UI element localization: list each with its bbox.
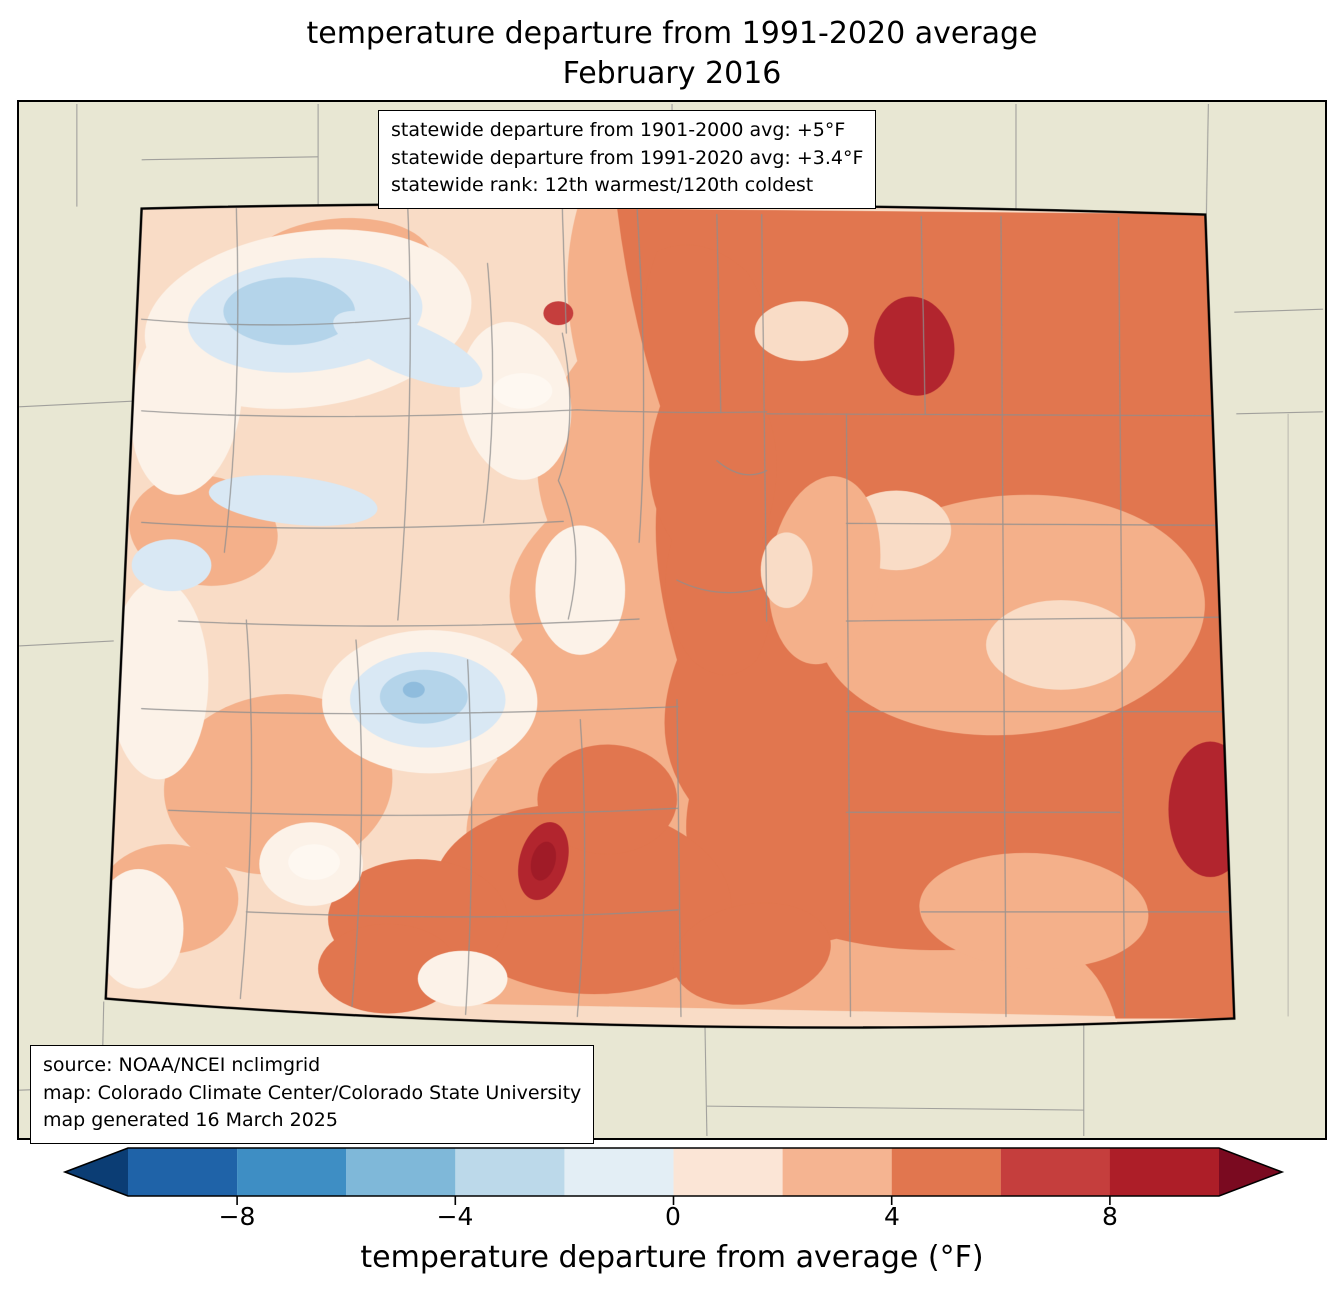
colorbar-tick-label: −4	[436, 1202, 474, 1231]
colorbar-axis-label: temperature departure from average (°F)	[360, 1240, 984, 1275]
figure-title: temperature departure from 1991-2020 ave…	[0, 14, 1344, 93]
credits-line-1: source: NOAA/NCEI nclimgrid	[43, 1054, 321, 1076]
colorbar-segment	[564, 1148, 674, 1196]
credits-box: source: NOAA/NCEI nclimgrid map: Colorad…	[30, 1045, 595, 1144]
credits-line-3: map generated 16 March 2025	[43, 1109, 338, 1132]
contour-level-blue	[131, 257, 506, 748]
credits-line-2: map: Colorado Climate Center/Colorado St…	[43, 1081, 582, 1104]
colorbar-segment	[1000, 1148, 1110, 1196]
colorbar-tick-label: 8	[1102, 1202, 1118, 1231]
map-panel: statewide departure from 1901-2000 avg: …	[17, 100, 1327, 1144]
cool-spot-central	[379, 669, 468, 724]
colorbar-tick-label: 4	[884, 1202, 900, 1231]
colorbar-segment	[673, 1148, 783, 1196]
colorbar	[62, 1147, 1285, 1205]
stats-line-3: statewide rank: 12th warmest/120th colde…	[391, 174, 814, 197]
cool-spot-northwest	[223, 277, 355, 346]
hot-spot-northeast	[874, 296, 955, 396]
colorbar-segment	[891, 1148, 1001, 1196]
hot-spot-small-central	[543, 301, 574, 326]
colorbar-right-arrow	[1219, 1148, 1282, 1196]
county-boundaries	[141, 207, 1235, 1018]
stats-box: statewide departure from 1901-2000 avg: …	[378, 110, 877, 209]
colorbar-tick-marks	[236, 1196, 1111, 1205]
colorbar-segment	[782, 1148, 892, 1196]
colorbar-segment	[128, 1148, 238, 1196]
colorbar-segment	[1109, 1148, 1220, 1196]
stats-line-1: statewide departure from 1901-2000 avg: …	[391, 119, 846, 141]
colorbar-segment	[455, 1148, 565, 1196]
title-line-1: temperature departure from 1991-2020 ave…	[306, 16, 1038, 51]
contour-fills	[105, 204, 1235, 1028]
title-line-2: February 2016	[562, 55, 782, 91]
colorbar-segment	[237, 1148, 347, 1196]
colorbar-segment	[346, 1148, 456, 1196]
colorbar-outline	[62, 1147, 1285, 1197]
colorado-map	[19, 102, 1325, 1138]
colorbar-tick-label: 0	[665, 1202, 681, 1231]
stats-line-2: statewide departure from 1991-2020 avg: …	[391, 146, 864, 169]
colorbar-left-arrow	[65, 1148, 128, 1196]
colorbar-tick-label: −8	[218, 1202, 256, 1231]
